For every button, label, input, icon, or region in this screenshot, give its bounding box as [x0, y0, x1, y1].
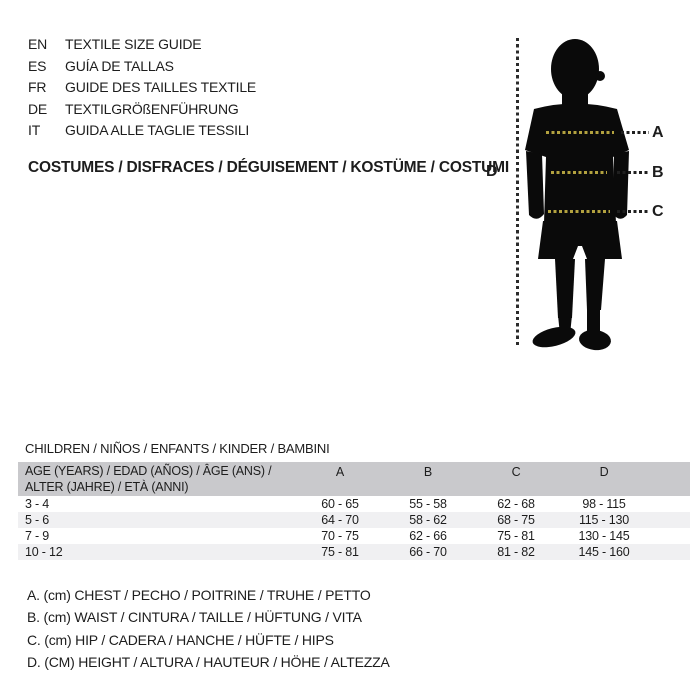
age-cell: 7 - 9	[25, 529, 50, 543]
header-spacer-cell	[648, 462, 690, 496]
hip-cell: 81 - 82	[472, 544, 560, 560]
chest-measure-dash-black	[621, 131, 649, 134]
note-hip: C. (cm) HIP / CADERA / HANCHE / HÜFTE / …	[27, 631, 334, 648]
col-header-a: A	[296, 462, 384, 496]
hip-measure-dash-black	[617, 210, 649, 213]
age-cell: 10 - 12	[18, 544, 296, 560]
col-header-d: D	[560, 462, 648, 496]
measurement-legend: A. (cm) CHEST / PECHO / POITRINE / TRUHE…	[27, 584, 390, 673]
lang-row-en: EN TEXTILE SIZE GUIDE	[28, 34, 256, 56]
col-header-c: C	[472, 462, 560, 496]
age-cell: 5 - 6	[18, 512, 296, 528]
height-label: D	[486, 163, 498, 180]
category-title: COSTUMES / DISFRACES / DÉGUISEMENT / KOS…	[28, 159, 509, 176]
lang-code: IT	[28, 122, 41, 139]
table-header-row: AGE (YEARS) / EDAD (AÑOS) / ÂGE (ANS) / …	[18, 462, 690, 496]
hip-measure-dash-yellow	[548, 210, 610, 213]
chest-cell: 70 - 75	[321, 529, 359, 543]
waist-cell: 66 - 70	[384, 544, 472, 560]
table-row: 5 - 6 64 - 70 58 - 62 68 - 75 115 - 130	[18, 512, 690, 528]
row-spacer-cell	[648, 496, 690, 512]
lang-code: EN	[28, 36, 48, 52]
col-header-b: B	[384, 462, 472, 496]
table-row: 3 - 4 60 - 65 55 - 58 62 - 68 98 - 115	[18, 496, 690, 512]
note-waist: B. (cm) WAIST / CINTURA / TAILLE / HÜFTU…	[27, 609, 362, 626]
size-table: AGE (YEARS) / EDAD (AÑOS) / ÂGE (ANS) / …	[18, 462, 690, 560]
age-header-cell: AGE (YEARS) / EDAD (AÑOS) / ÂGE (ANS) / …	[18, 462, 296, 496]
lang-row-de: DE TEXTILGRÖßENFÜHRUNG	[28, 99, 256, 121]
hip-cell: 68 - 75	[472, 512, 560, 528]
chest-cell: 75 - 81	[296, 544, 384, 560]
child-silhouette-icon	[525, 39, 629, 351]
lang-code: ES	[28, 57, 47, 74]
lang-label: GUIDE DES TAILLES TEXTILE	[65, 79, 257, 96]
waist-label: B	[652, 164, 664, 181]
section-title-children: CHILDREN / NIÑOS / ENFANTS / KINDER / BA…	[25, 441, 330, 456]
lang-code: DE	[28, 100, 48, 117]
lang-label: TEXTILGRÖßENFÜHRUNG	[65, 100, 239, 117]
hip-cell: 62 - 68	[497, 497, 535, 511]
waist-measure-dash-black	[617, 171, 649, 174]
waist-cell: 58 - 62	[384, 512, 472, 528]
language-list: EN TEXTILE SIZE GUIDE ES GUÍA DE TALLAS …	[28, 34, 256, 142]
note-chest: A. (cm) CHEST / PECHO / POITRINE / TRUHE…	[27, 587, 371, 603]
waist-cell: 55 - 58	[409, 497, 447, 511]
row-spacer-cell	[648, 512, 690, 528]
lang-row-fr: FR GUIDE DES TAILLES TEXTILE	[28, 77, 256, 99]
row-spacer-cell	[648, 528, 690, 544]
height-cell: 130 - 145	[578, 529, 630, 543]
waist-cell: 62 - 66	[409, 529, 447, 543]
chest-label: A	[652, 124, 664, 141]
hip-label: C	[652, 203, 664, 220]
lang-label: GUÍA DE TALLAS	[65, 57, 174, 74]
waist-measure-dash-yellow	[551, 171, 607, 174]
height-measure-dash	[516, 38, 519, 348]
note-height: D. (CM) HEIGHT / ALTURA / HAUTEUR / HÖHE…	[27, 653, 390, 670]
lang-label: GUIDA ALLE TAGLIE TESSILI	[65, 122, 250, 139]
chest-measure-dash-yellow	[546, 131, 614, 134]
chest-cell: 64 - 70	[296, 512, 384, 528]
height-cell: 145 - 160	[560, 544, 648, 560]
table-row: 7 - 9 70 - 75 62 - 66 75 - 81 130 - 145	[18, 528, 690, 544]
hip-cell: 75 - 81	[497, 529, 535, 543]
lang-row-es: ES GUÍA DE TALLAS	[28, 56, 256, 78]
lang-code: FR	[28, 79, 47, 96]
height-cell: 98 - 115	[582, 497, 626, 511]
row-spacer-cell	[648, 544, 690, 560]
lang-row-it: IT GUIDA ALLE TAGLIE TESSILI	[28, 120, 256, 142]
chest-cell: 60 - 65	[321, 497, 359, 511]
age-cell: 3 - 4	[25, 497, 50, 511]
lang-label: TEXTILE SIZE GUIDE	[65, 36, 202, 52]
height-cell: 115 - 130	[560, 512, 648, 528]
table-row: 10 - 12 75 - 81 66 - 70 81 - 82 145 - 16…	[18, 544, 690, 560]
